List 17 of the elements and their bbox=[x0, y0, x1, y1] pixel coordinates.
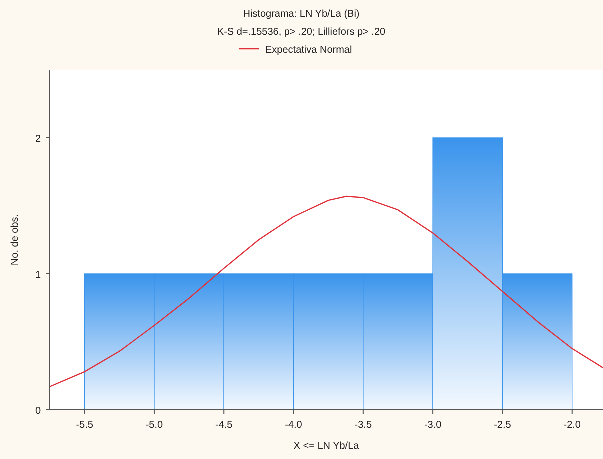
x-tick-label: -3.5 bbox=[354, 420, 372, 431]
x-tick-label: -5.0 bbox=[146, 420, 164, 431]
x-tick-label: -4.0 bbox=[285, 420, 303, 431]
chart-subtitle: K-S d=.15536, p> .20; Lilliefors p> .20 bbox=[217, 27, 386, 38]
x-tick-label: -4.5 bbox=[216, 420, 234, 431]
line-series bbox=[50, 196, 603, 388]
y-tick-label: 0 bbox=[35, 406, 42, 417]
x-tick-label: -2.5 bbox=[494, 420, 512, 431]
x-tick-label: -2.0 bbox=[564, 420, 582, 431]
y-tick-label: 1 bbox=[35, 270, 42, 281]
chart-title: Histograma: LN Yb/La (Bi) bbox=[243, 9, 360, 20]
y-axis-title: No. de obs. bbox=[10, 214, 21, 266]
y-tick-label: 2 bbox=[35, 134, 42, 145]
x-tick-label: -5.5 bbox=[76, 420, 94, 431]
x-tick-label: -3.0 bbox=[424, 420, 442, 431]
x-axis-title: X <= LN Yb/La bbox=[294, 441, 360, 452]
legend-label: Expectativa Normal bbox=[266, 45, 352, 56]
